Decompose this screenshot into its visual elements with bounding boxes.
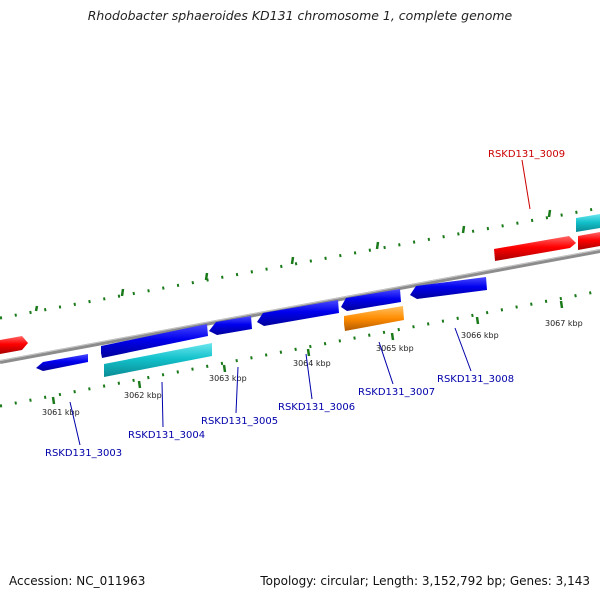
gene-label-rskd131-3007[interactable]: RSKD131_3007 — [358, 387, 435, 398]
gene-label-rskd131-3004[interactable]: RSKD131_3004 — [128, 430, 205, 441]
gene-arrow-orange-rskd131-3007[interactable] — [344, 306, 404, 331]
genome-summary-text: Topology: circular; Length: 3,152,792 bp… — [260, 574, 590, 588]
gene-arrow-blue-b[interactable] — [209, 316, 252, 335]
gene-label-rskd131-3008[interactable]: RSKD131_3008 — [437, 374, 514, 385]
tick-label-3064: 3064 kbp — [293, 359, 331, 368]
label-leader-line-red — [521, 159, 531, 210]
gene-label-rskd131-3009[interactable]: RSKD131_3009 — [488, 149, 565, 160]
tick-label-3066: 3066 kbp — [461, 331, 499, 340]
tick-label-3061: 3061 kbp — [42, 408, 80, 417]
tick-label-3062: 3062 kbp — [124, 391, 162, 400]
tick-label-3067: 3067 kbp — [545, 319, 583, 328]
gene-arrow-rskd131-3004[interactable] — [104, 343, 212, 377]
gene-arrow-cyan-right[interactable] — [576, 214, 600, 232]
gene-label-rskd131-3005[interactable]: RSKD131_3005 — [201, 416, 278, 427]
gene-label-rskd131-3003[interactable]: RSKD131_3003 — [45, 448, 122, 459]
gene-label-rskd131-3006[interactable]: RSKD131_3006 — [278, 402, 355, 413]
gene-arrow-blue-d[interactable] — [341, 289, 401, 311]
gene-arrow-red-right[interactable] — [578, 232, 600, 250]
genome-backbone — [0, 249, 600, 364]
gene-arrow-red-rskd131-3009[interactable] — [494, 236, 576, 261]
label-leader-lines — [69, 327, 472, 446]
gene-arrow-red-left[interactable] — [0, 336, 28, 354]
gene-arrow-blue-c[interactable] — [257, 300, 339, 326]
genome-backbone-highlight — [0, 249, 600, 362]
accession-text: Accession: NC_011963 — [9, 574, 146, 588]
gene-arrow-blue-a[interactable] — [101, 324, 208, 358]
gene-arrow-blue-e[interactable] — [410, 277, 487, 299]
tick-label-3065: 3065 kbp — [376, 344, 414, 353]
outer-major-ticks — [34, 209, 552, 312]
outer-tick-track — [0, 206, 600, 320]
inner-major-ticks — [51, 300, 564, 405]
tick-label-3063: 3063 kbp — [209, 374, 247, 383]
gene-arrow-rskd131-3003[interactable] — [36, 354, 88, 371]
genome-title: Rhodobacter sphaeroides KD131 chromosome… — [87, 8, 513, 23]
